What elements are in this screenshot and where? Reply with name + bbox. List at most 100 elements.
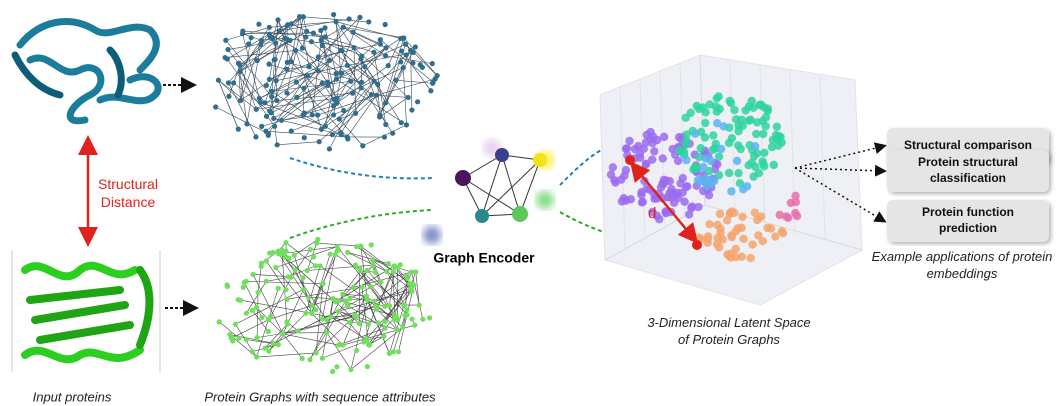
graph-node (227, 332, 232, 337)
graph-node (284, 67, 289, 72)
latent-point (753, 216, 761, 224)
graph-node (331, 112, 336, 117)
graph-node (392, 312, 397, 317)
latent-point (634, 142, 642, 150)
graph-edge (275, 126, 278, 144)
graph-node (285, 22, 290, 27)
graph-node (315, 112, 320, 117)
latent-point (682, 156, 690, 164)
graph-node (255, 335, 260, 340)
latent-point (706, 100, 714, 108)
graph-node (365, 364, 370, 369)
latent-point (705, 220, 713, 228)
graph-node (393, 78, 398, 83)
graph-node (401, 65, 406, 70)
graph-node (266, 349, 271, 354)
graph-node (415, 99, 420, 104)
graph-node (368, 284, 373, 289)
graph-node (273, 41, 278, 46)
graph-edge (277, 142, 319, 145)
latent-point (710, 177, 718, 185)
graph-node (304, 29, 309, 34)
graph-node (430, 61, 435, 66)
graph-node (244, 121, 249, 126)
graph-node (400, 325, 405, 330)
latent-point (611, 178, 619, 186)
latent-point (727, 99, 735, 107)
graph-node (237, 63, 242, 68)
graph-node (320, 43, 325, 48)
latent-point (761, 122, 769, 130)
graph-node (267, 31, 272, 36)
graph-node (387, 351, 392, 356)
graph-node (216, 78, 221, 83)
graph-node (262, 100, 267, 105)
graph-node (383, 53, 388, 58)
graph-node (395, 327, 400, 332)
label-line: Structural (98, 176, 158, 192)
graph-node (270, 250, 275, 255)
graph-node (324, 317, 329, 322)
graph-node (408, 48, 413, 53)
latent-point (759, 130, 767, 138)
latent-point (791, 192, 799, 200)
graph-node (288, 38, 293, 43)
red-point (625, 155, 635, 165)
latent-point (693, 102, 701, 110)
graph-node (383, 45, 388, 50)
latent-point (728, 207, 736, 215)
graph-node (223, 38, 228, 43)
graph-node (317, 139, 322, 144)
encoder-label: Graph Encoder (433, 250, 535, 266)
graph-node (390, 131, 395, 136)
graph-node (374, 93, 379, 98)
connector (290, 158, 432, 178)
graph-edge (257, 353, 316, 357)
latent-point (758, 237, 766, 245)
graph-node (293, 267, 298, 272)
graph-node (230, 338, 235, 343)
graph-node (399, 48, 404, 53)
graph-node (357, 321, 362, 326)
graph-node (264, 279, 269, 284)
graph-node (259, 315, 264, 320)
latent-point (637, 191, 645, 199)
graph-node (233, 322, 238, 327)
graph-node (225, 284, 230, 289)
latent-point (716, 225, 724, 233)
caption-line: Example applications of protein (872, 249, 1053, 264)
graph-node (358, 268, 363, 273)
latent-point (660, 133, 668, 141)
latent-point (734, 224, 742, 232)
latent-point (716, 210, 724, 218)
graph-node (338, 70, 343, 75)
graph-edge (282, 250, 287, 322)
graph-node (273, 265, 278, 270)
graph-node (345, 303, 350, 308)
graph-node (347, 320, 352, 325)
graph-node (246, 41, 251, 46)
graph-node (293, 48, 298, 53)
graph-node (409, 107, 414, 112)
latent-point (714, 92, 722, 100)
graph-edge (411, 50, 412, 110)
graph-node (372, 299, 377, 304)
latent-point (659, 154, 667, 162)
graph-node (412, 323, 417, 328)
graph-edge (276, 268, 312, 314)
graph-node (352, 313, 357, 318)
graph-node (327, 58, 332, 63)
latent-point (674, 194, 682, 202)
latent-point (691, 163, 699, 171)
latent-point (658, 179, 666, 187)
graph-node (324, 330, 329, 335)
latent-point (748, 240, 756, 248)
graph-node (294, 80, 299, 85)
caption-line: embeddings (927, 266, 998, 281)
graph-node (327, 146, 332, 151)
graph-node (222, 55, 227, 60)
graph-node (364, 294, 369, 299)
graph-node (244, 337, 249, 342)
latent-point (727, 187, 735, 195)
graph-node (341, 25, 346, 30)
